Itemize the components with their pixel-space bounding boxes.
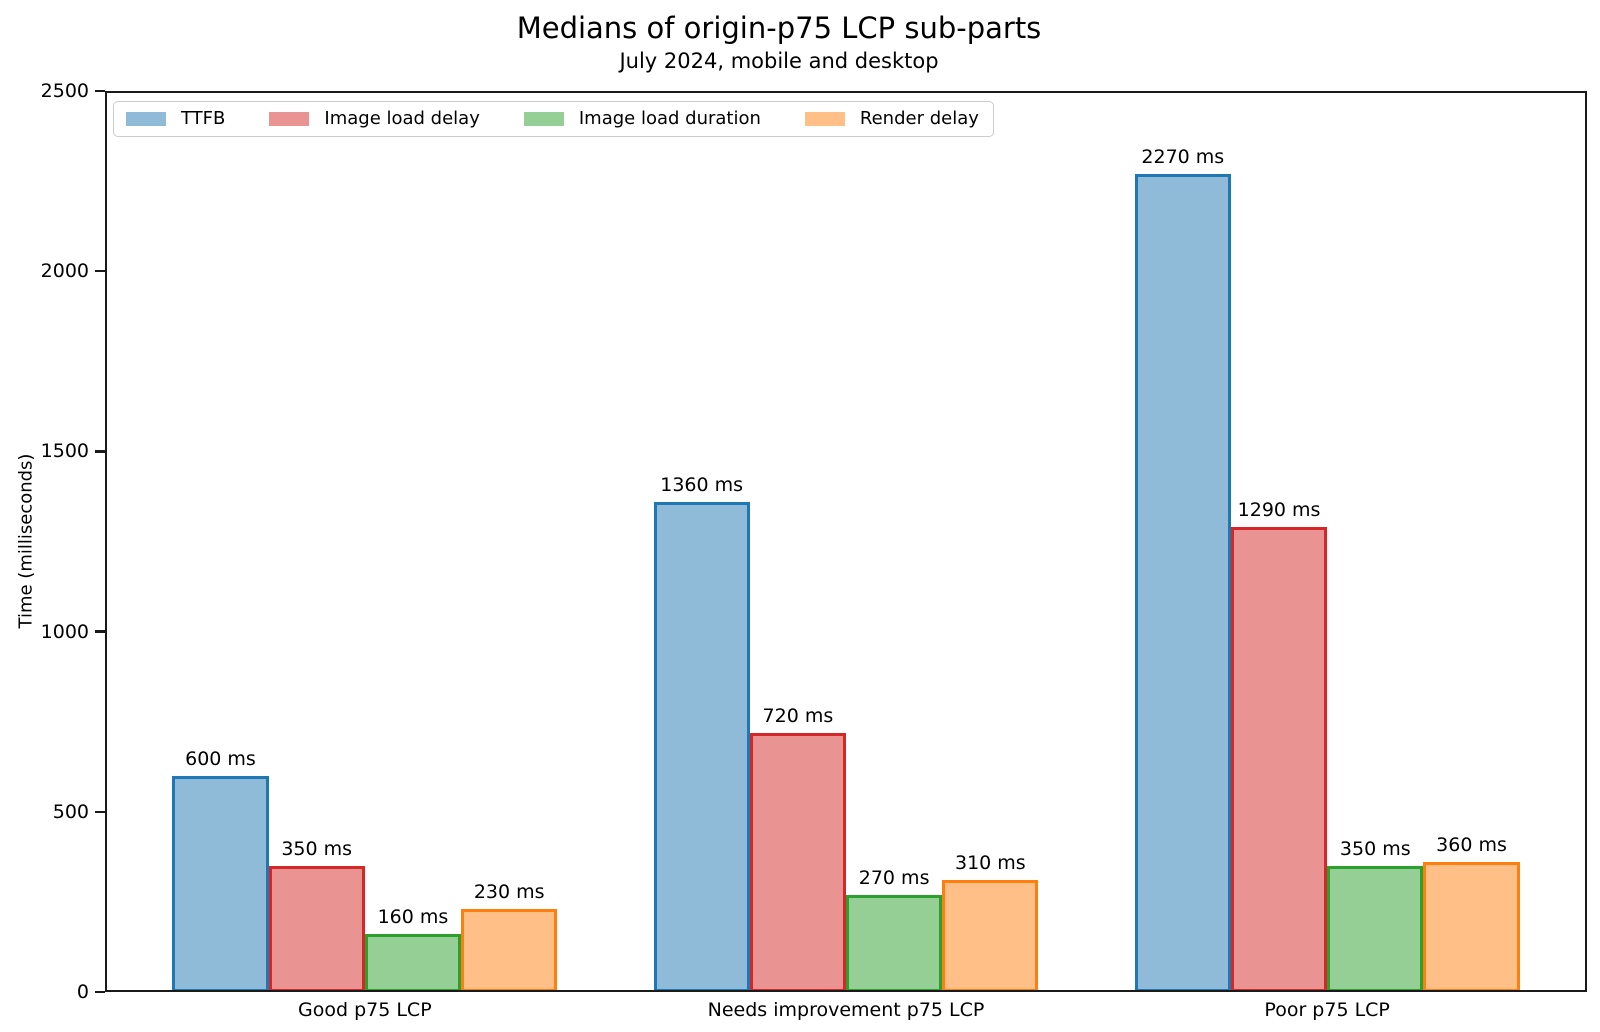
y-axis-label: Time (milliseconds): [15, 453, 37, 629]
y-tick-label: 1500: [40, 440, 89, 463]
y-tick-mark: [95, 270, 105, 273]
y-tick-label: 500: [52, 800, 89, 823]
bar: [1230, 527, 1328, 992]
legend-swatch: [126, 111, 166, 127]
y-tick-mark: [95, 630, 105, 633]
bar: [1423, 862, 1520, 992]
y-tick-mark: [95, 990, 105, 994]
legend-item: Render delay: [804, 108, 979, 129]
bar: [942, 880, 1039, 992]
bar: [172, 775, 269, 992]
bar-value-label: 230 ms: [473, 881, 545, 904]
bar-value-label: 1290 ms: [1237, 499, 1321, 522]
bar-value-label: 360 ms: [1436, 834, 1507, 857]
legend-swatch: [269, 111, 310, 127]
bar-value-label: 160 ms: [377, 906, 449, 929]
legend-item: Image load duration: [523, 108, 761, 129]
y-tick-label: 1000: [40, 620, 89, 643]
y-tick-mark: [95, 810, 105, 813]
legend-swatch: [804, 111, 845, 127]
bar-value-label: 600 ms: [185, 747, 256, 770]
y-tick-label: 2500: [40, 80, 89, 102]
y-tick-label: 0: [76, 981, 89, 1003]
x-category-label: Needs improvement p75 LCP: [707, 999, 985, 1021]
bar-value-label: 270 ms: [858, 866, 930, 889]
bar-value-label: 720 ms: [762, 704, 834, 727]
y-tick-mark: [95, 89, 105, 93]
y-tick-mark: [95, 450, 105, 453]
bar: [1134, 173, 1231, 992]
legend-label: Image load duration: [578, 108, 761, 129]
legend-item: TTFB: [126, 109, 225, 129]
x-category-label: Poor p75 LCP: [1264, 999, 1390, 1021]
bar: [268, 865, 365, 992]
bar: [846, 894, 943, 992]
bar: [1327, 865, 1424, 992]
bar: [749, 732, 846, 992]
chart-subtitle: July 2024, mobile and desktop: [619, 49, 939, 73]
legend-label: Image load delay: [324, 108, 480, 129]
y-tick-label: 2000: [40, 260, 89, 283]
chart-title: Medians of origin-p75 LCP sub-parts: [516, 11, 1042, 45]
legend-item: Image load delay: [269, 108, 480, 129]
legend-swatch: [523, 111, 564, 127]
bar-value-label: 1360 ms: [660, 473, 744, 496]
bar-value-label: 2270 ms: [1141, 145, 1225, 168]
bar: [461, 909, 558, 992]
bar: [653, 501, 750, 992]
legend-label: TTFB: [181, 108, 226, 129]
legend: TTFB Image load delay Image load duration R…: [113, 101, 994, 137]
x-category-label: Good p75 LCP: [297, 999, 432, 1021]
bar-value-label: 350 ms: [281, 837, 353, 860]
legend-label: Render delay: [859, 108, 979, 129]
bar: [364, 934, 462, 992]
bar-value-label: 310 ms: [954, 852, 1026, 875]
bar-value-label: 350 ms: [1339, 837, 1411, 860]
